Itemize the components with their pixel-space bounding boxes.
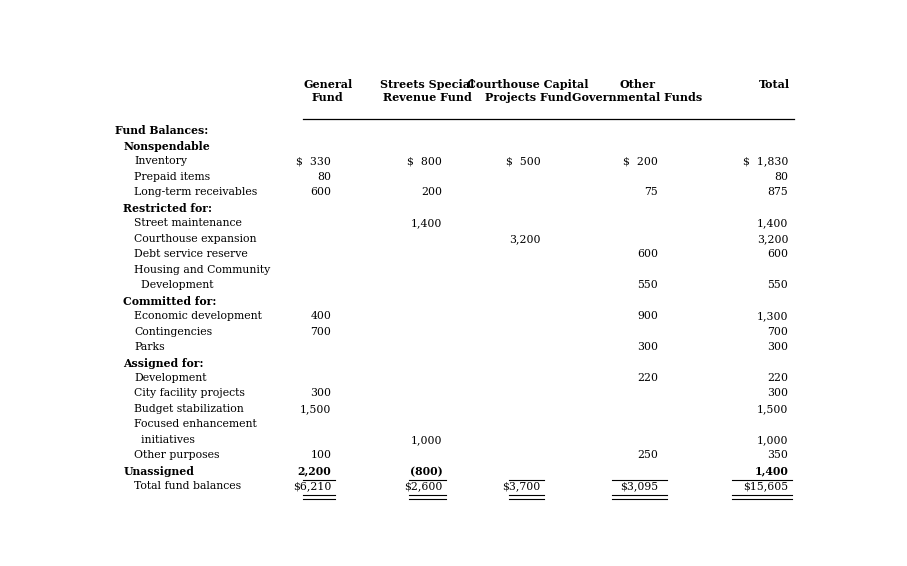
Text: Development: Development xyxy=(134,373,207,383)
Text: 550: 550 xyxy=(767,280,788,290)
Text: 400: 400 xyxy=(310,311,331,321)
Text: $2,600: $2,600 xyxy=(404,481,443,491)
Text: Assigned for:: Assigned for: xyxy=(123,358,204,368)
Text: 1,300: 1,300 xyxy=(756,311,788,321)
Text: 100: 100 xyxy=(310,451,331,460)
Text: General
Fund: General Fund xyxy=(303,79,353,102)
Text: 80: 80 xyxy=(775,172,788,182)
Text: 550: 550 xyxy=(638,280,658,290)
Text: Long-term receivables: Long-term receivables xyxy=(134,187,258,198)
Text: 1,500: 1,500 xyxy=(300,404,331,414)
Text: Contingencies: Contingencies xyxy=(134,327,212,337)
Text: Courthouse expansion: Courthouse expansion xyxy=(134,234,257,244)
Text: 1,400: 1,400 xyxy=(755,466,788,477)
Text: Development: Development xyxy=(134,280,214,290)
Text: 700: 700 xyxy=(310,327,331,337)
Text: 3,200: 3,200 xyxy=(756,234,788,244)
Text: Restricted for:: Restricted for: xyxy=(123,203,212,214)
Text: $  800: $ 800 xyxy=(407,156,443,166)
Text: 2,200: 2,200 xyxy=(297,466,331,477)
Text: initiatives: initiatives xyxy=(134,435,195,445)
Text: Unassigned: Unassigned xyxy=(123,466,194,477)
Text: Other
Governmental Funds: Other Governmental Funds xyxy=(572,79,702,102)
Text: 200: 200 xyxy=(422,187,443,198)
Text: 75: 75 xyxy=(644,187,658,198)
Text: 1,000: 1,000 xyxy=(756,435,788,445)
Text: 1,400: 1,400 xyxy=(756,218,788,228)
Text: Street maintenance: Street maintenance xyxy=(134,218,242,228)
Text: $3,700: $3,700 xyxy=(502,481,541,491)
Text: Inventory: Inventory xyxy=(134,156,188,166)
Text: Nonspendable: Nonspendable xyxy=(123,141,210,152)
Text: Other purposes: Other purposes xyxy=(134,451,220,460)
Text: $  330: $ 330 xyxy=(297,156,331,166)
Text: Total fund balances: Total fund balances xyxy=(134,481,241,491)
Text: $3,095: $3,095 xyxy=(620,481,658,491)
Text: Courthouse Capital
Projects Fund: Courthouse Capital Projects Fund xyxy=(467,79,589,102)
Text: $  200: $ 200 xyxy=(623,156,658,166)
Text: Parks: Parks xyxy=(134,342,165,352)
Text: 600: 600 xyxy=(310,187,331,198)
Text: 300: 300 xyxy=(767,342,788,352)
Text: 300: 300 xyxy=(637,342,658,352)
Text: 875: 875 xyxy=(767,187,788,198)
Text: (800): (800) xyxy=(410,466,443,477)
Text: $  1,830: $ 1,830 xyxy=(743,156,788,166)
Text: Economic development: Economic development xyxy=(134,311,262,321)
Text: Housing and Community: Housing and Community xyxy=(134,265,270,275)
Text: 300: 300 xyxy=(767,388,788,398)
Text: Streets Special
Revenue Fund: Streets Special Revenue Fund xyxy=(380,79,474,102)
Text: Focused enhancement: Focused enhancement xyxy=(134,419,258,430)
Text: $15,605: $15,605 xyxy=(743,481,788,491)
Text: $6,210: $6,210 xyxy=(293,481,331,491)
Text: Debt service reserve: Debt service reserve xyxy=(134,249,249,259)
Text: 700: 700 xyxy=(767,327,788,337)
Text: 350: 350 xyxy=(767,451,788,460)
Text: Committed for:: Committed for: xyxy=(123,295,217,307)
Text: 1,400: 1,400 xyxy=(411,218,443,228)
Text: City facility projects: City facility projects xyxy=(134,388,245,398)
Text: 600: 600 xyxy=(767,249,788,259)
Text: 220: 220 xyxy=(767,373,788,383)
Text: $  500: $ 500 xyxy=(506,156,541,166)
Text: Prepaid items: Prepaid items xyxy=(134,172,210,182)
Text: 300: 300 xyxy=(310,388,331,398)
Text: Budget stabilization: Budget stabilization xyxy=(134,404,244,414)
Text: 1,000: 1,000 xyxy=(411,435,443,445)
Text: 600: 600 xyxy=(637,249,658,259)
Text: 3,200: 3,200 xyxy=(509,234,541,244)
Text: 80: 80 xyxy=(317,172,331,182)
Text: 250: 250 xyxy=(638,451,658,460)
Text: Fund Balances:: Fund Balances: xyxy=(115,126,208,136)
Text: 220: 220 xyxy=(637,373,658,383)
Text: Total: Total xyxy=(758,79,790,90)
Text: 900: 900 xyxy=(638,311,658,321)
Text: 1,500: 1,500 xyxy=(756,404,788,414)
